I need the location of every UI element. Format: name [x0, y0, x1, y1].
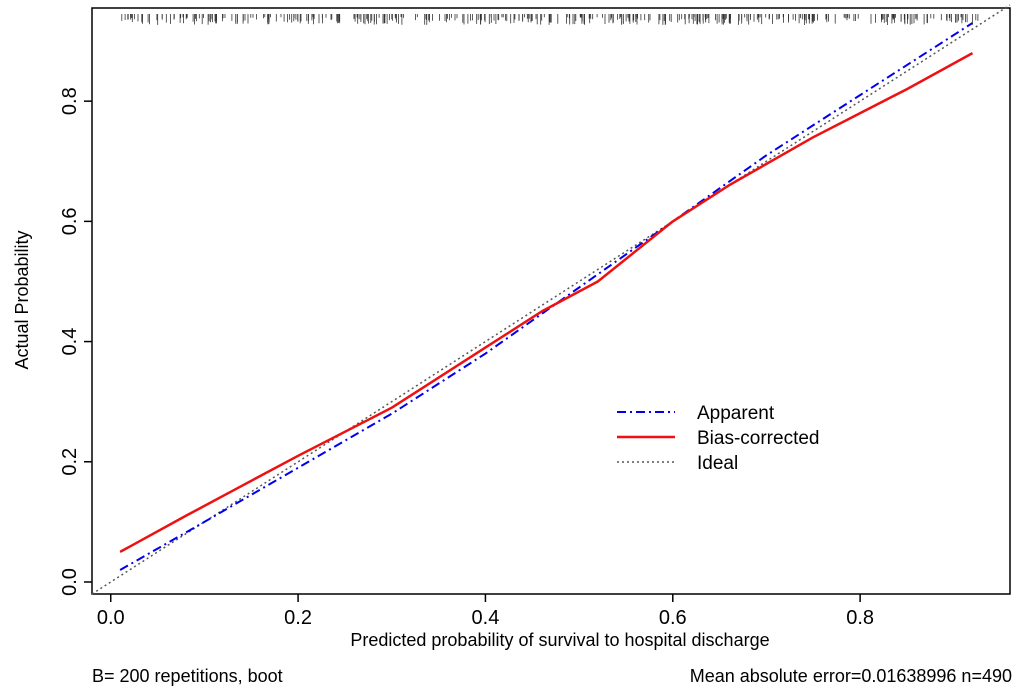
x-axis-label: Predicted probability of survival to hos… — [350, 630, 769, 650]
legend-label-bias-corrected: Bias-corrected — [697, 428, 820, 449]
x-tick-label: 0.2 — [284, 607, 312, 629]
legend-label-apparent: Apparent — [697, 403, 775, 424]
axis-ticks: 0.0 0.2 0.4 0.6 0.8 0.0 0.2 0.4 0.6 0.8 — [59, 87, 874, 629]
x-tick-label: 0.0 — [97, 607, 125, 629]
footer-repetitions: B= 200 repetitions, boot — [92, 666, 283, 686]
series-line-ideal — [91, 4, 1011, 595]
series-line-apparent — [119, 22, 974, 571]
x-tick-label: 0.6 — [659, 607, 687, 629]
y-tick-label: 0.8 — [59, 87, 81, 115]
x-tick-label: 0.4 — [472, 607, 500, 629]
plot-frame — [91, 7, 1011, 595]
x-tick-label: 0.8 — [846, 607, 874, 629]
series-line-bias-corrected — [119, 52, 974, 553]
y-axis-label: Actual Probability — [12, 230, 32, 369]
footer-error-stats: Mean absolute error=0.01638996 n=490 — [690, 666, 1012, 686]
y-tick-label: 0.0 — [59, 568, 81, 596]
rug-marks — [121, 14, 979, 25]
series-lines — [91, 4, 1011, 595]
legend-label-ideal: Ideal — [697, 453, 738, 474]
y-tick-label: 0.4 — [59, 328, 81, 356]
y-tick-label: 0.2 — [59, 448, 81, 476]
legend: Apparent Bias-corrected Ideal — [617, 403, 820, 474]
y-tick-label: 0.6 — [59, 207, 81, 235]
